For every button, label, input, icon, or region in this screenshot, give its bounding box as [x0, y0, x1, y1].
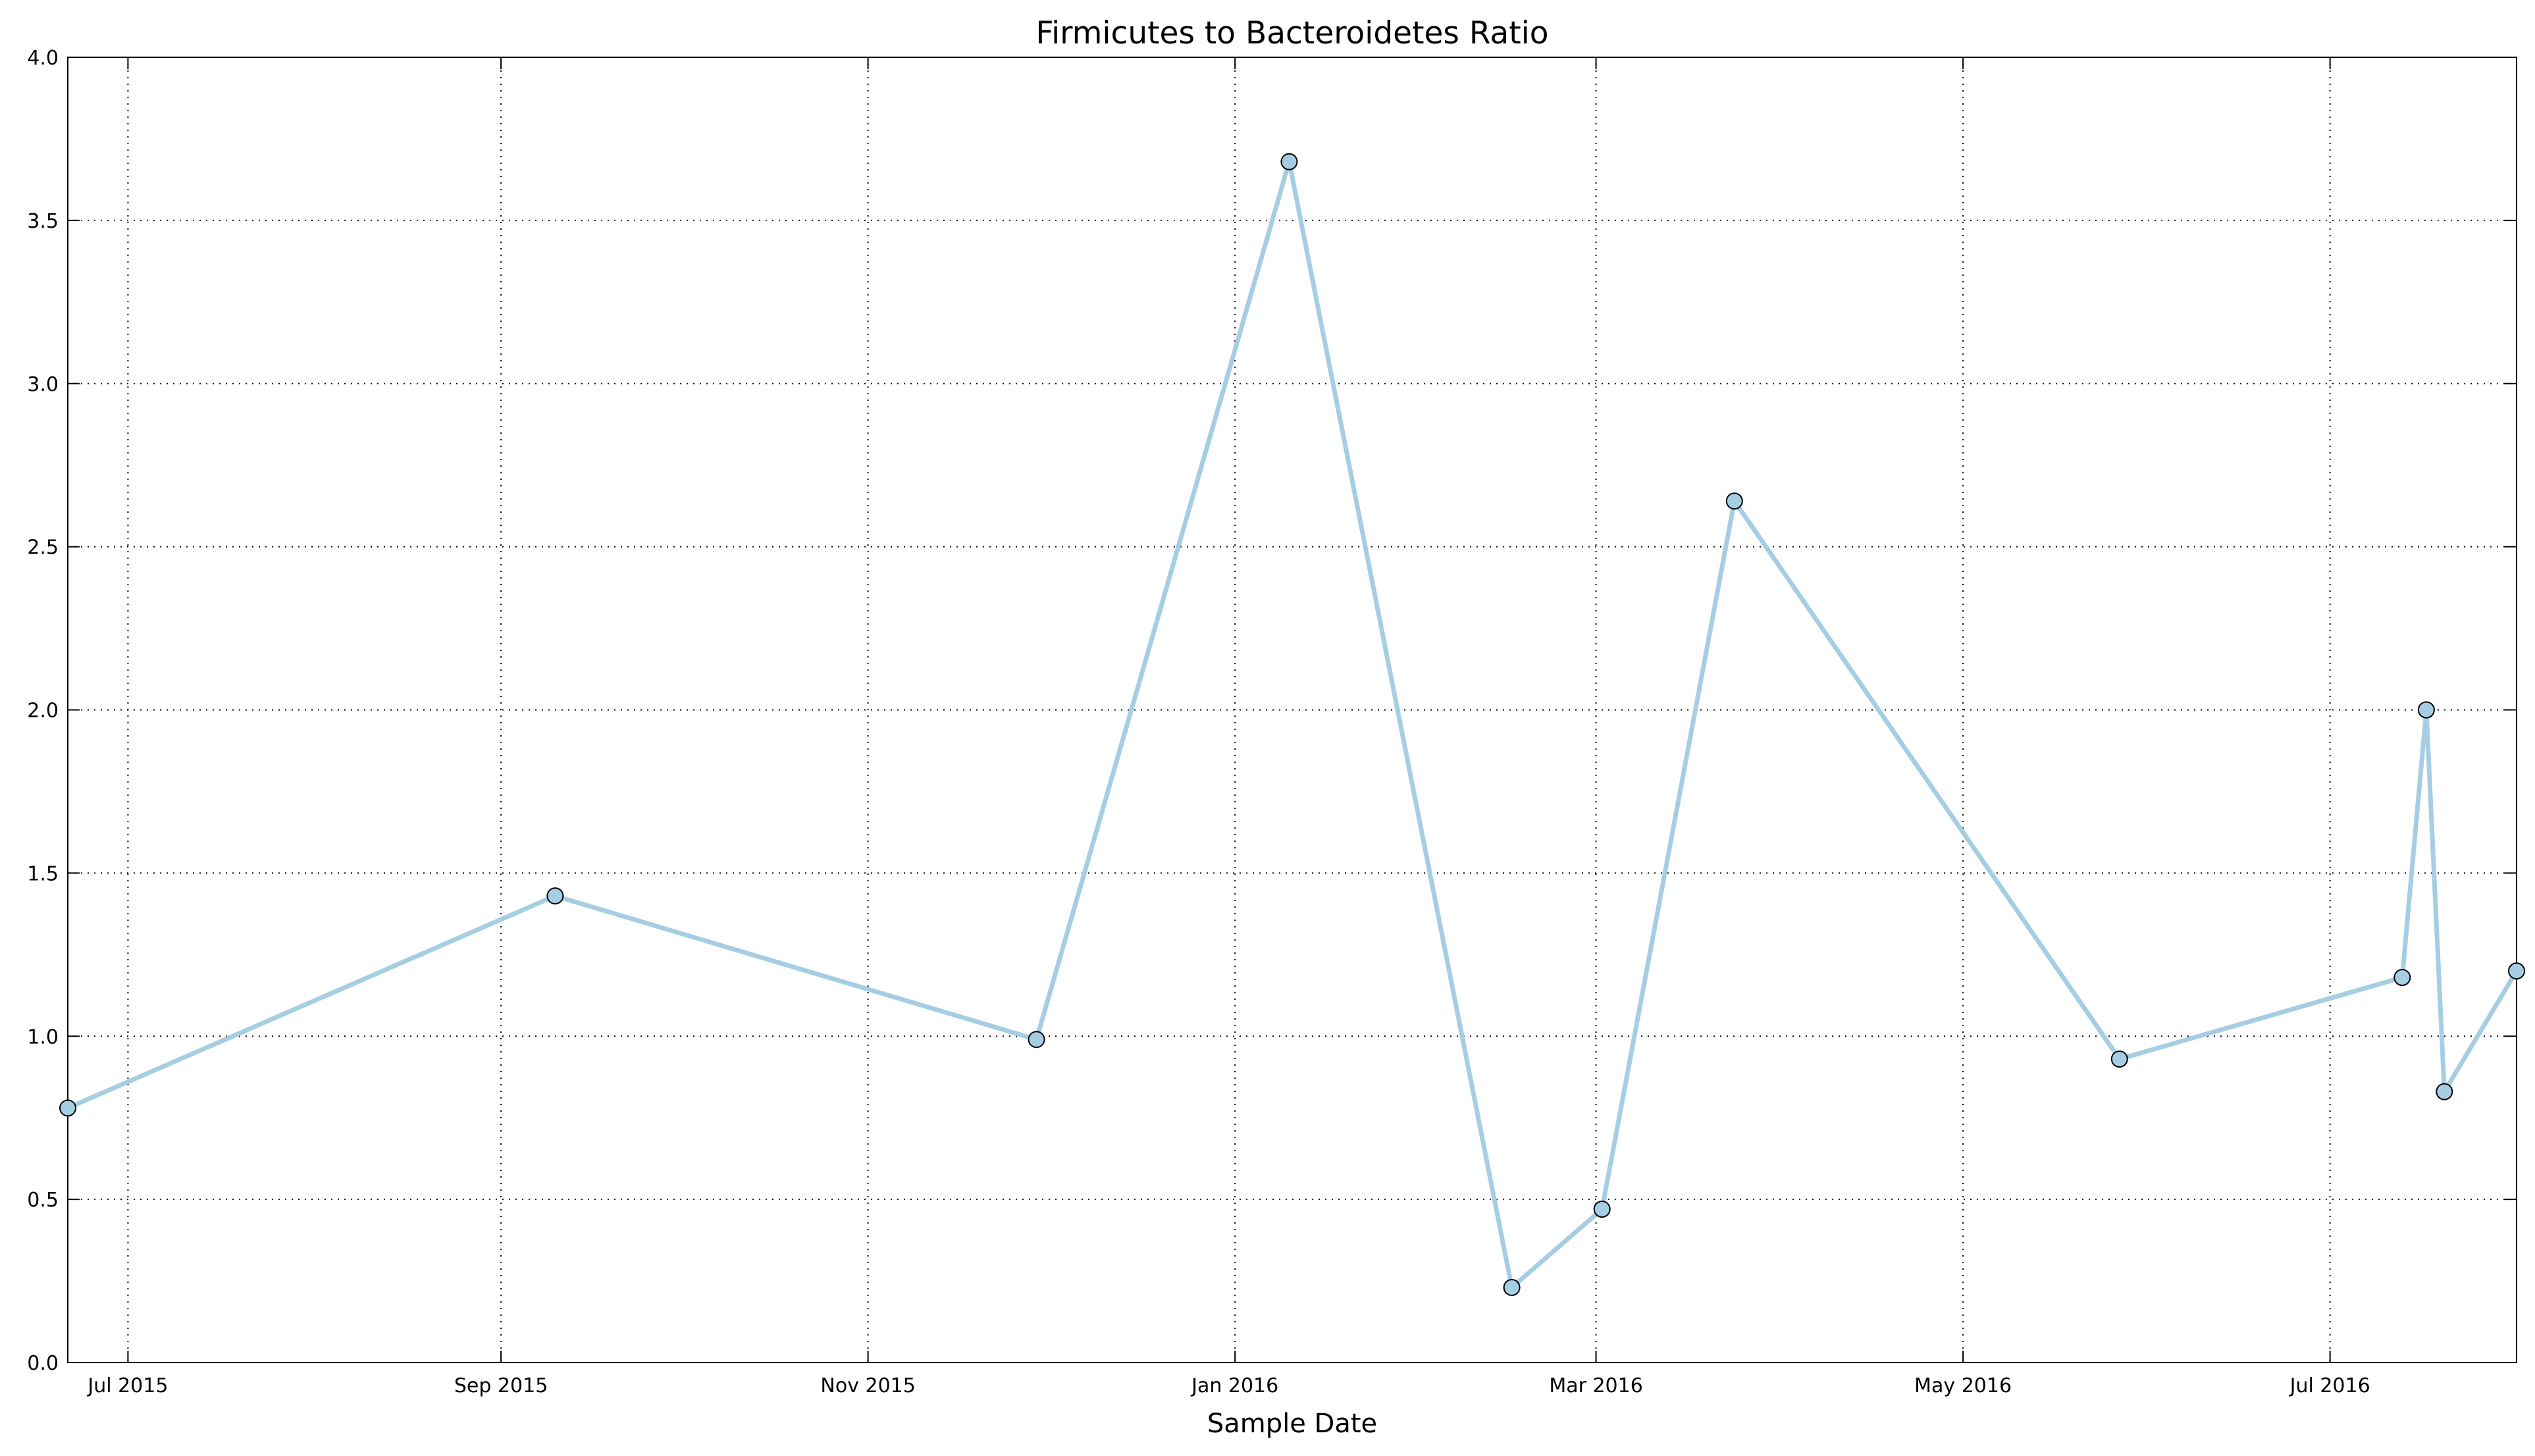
series-layer [59, 153, 2525, 1296]
data-point [1593, 1200, 1611, 1218]
y-tick-label: 0.5 [27, 1189, 59, 1212]
y-tick-label: 1.0 [27, 1026, 59, 1049]
data-point [1280, 153, 1298, 170]
chart-title: Firmicutes to Bacteroidetes Ratio [1035, 15, 1548, 51]
x-tick-label: Mar 2016 [1549, 1374, 1643, 1397]
y-tick-label: 3.5 [27, 210, 59, 233]
x-tick-label: Nov 2015 [820, 1374, 915, 1397]
x-tick-label: Jan 2016 [1190, 1374, 1278, 1397]
gridlines [68, 57, 2517, 1363]
y-tick-label: 4.0 [27, 47, 59, 70]
data-point [2393, 969, 2411, 987]
tick-labels: 0.0 0.5 1.0 1.5 2.0 2.5 3.0 3.5 4.0 Jul 2015 Sep 2… [27, 47, 2370, 1397]
axis-ticks [68, 57, 2517, 1363]
x-tick-label: May 2016 [1914, 1374, 2012, 1397]
data-point [2508, 962, 2525, 980]
data-point [59, 1099, 76, 1117]
y-tick-label: 2.0 [27, 700, 59, 723]
data-point [1725, 492, 1743, 510]
x-tick-label: Jul 2015 [86, 1374, 168, 1397]
data-point [1503, 1278, 1521, 1296]
y-tick-label: 2.5 [27, 536, 59, 559]
data-point [1028, 1031, 1045, 1049]
y-tick-label: 1.5 [27, 862, 59, 885]
y-tick-label: 0.0 [27, 1352, 59, 1375]
data-point [2417, 701, 2435, 719]
x-axis-title: Sample Date [1207, 1409, 1377, 1439]
y-tick-label: 3.0 [27, 373, 59, 396]
series-line [65, 159, 2519, 1290]
data-point [546, 887, 564, 905]
x-tick-label: Jul 2016 [2289, 1374, 2370, 1397]
data-point [2436, 1083, 2453, 1101]
x-tick-label: Sep 2015 [454, 1374, 548, 1397]
data-point [2110, 1050, 2128, 1068]
